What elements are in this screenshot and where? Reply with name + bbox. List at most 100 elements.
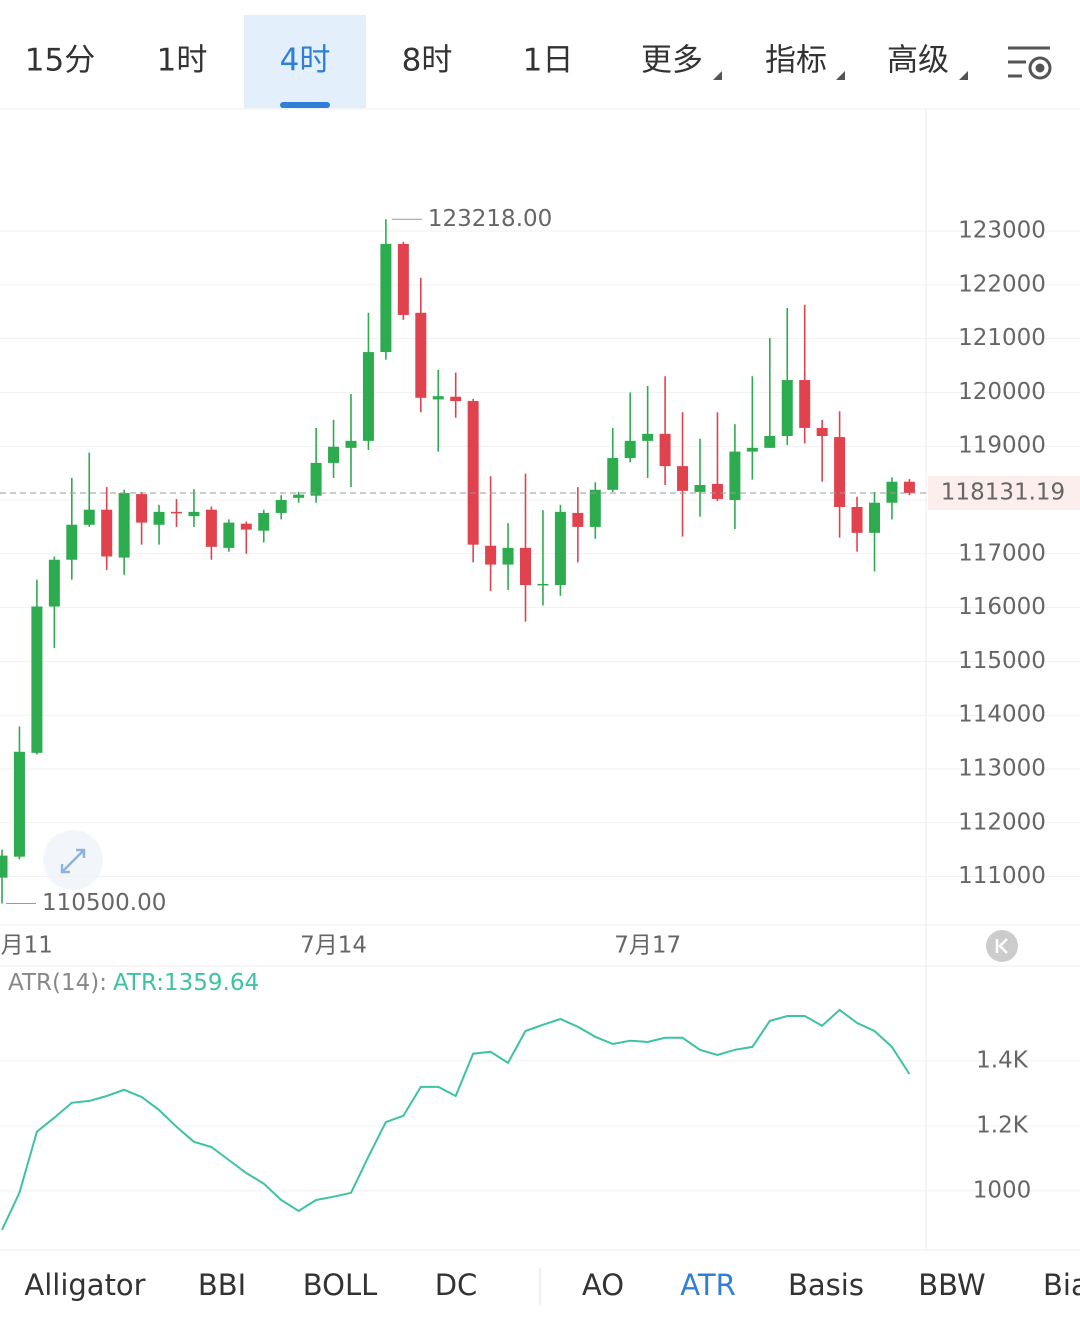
candle-body <box>869 502 880 533</box>
timeframe-tab[interactable]: 4时 <box>280 43 331 79</box>
timeframe-tab[interactable]: 15分 <box>25 43 95 79</box>
candle-body <box>188 511 200 517</box>
indicator-tab[interactable]: BBW <box>918 1268 985 1302</box>
candle-body <box>136 494 148 523</box>
candle-body <box>502 547 514 565</box>
candle-body <box>659 433 671 467</box>
settings-icon[interactable] <box>1008 46 1052 80</box>
candle-body <box>677 466 689 491</box>
timeframe-tab[interactable]: 高级 <box>887 43 949 79</box>
candle-body <box>467 401 479 545</box>
x-tick-label: 7月11 <box>0 933 53 959</box>
last-price-label: 118131.19 <box>941 479 1065 505</box>
timeframe-tab[interactable]: 指标 <box>765 43 827 79</box>
candle-body <box>834 437 846 508</box>
indicator-tab[interactable]: Alligator <box>24 1268 145 1302</box>
candle-body <box>258 512 270 531</box>
candle-body <box>729 451 741 501</box>
indicator-tab[interactable]: AO <box>582 1268 624 1302</box>
y-tick-label: 117000 <box>958 540 1046 566</box>
indicator-tab[interactable]: Basis <box>788 1268 864 1302</box>
indicator-tab[interactable]: BOLL <box>303 1268 378 1302</box>
candle-body <box>572 512 584 527</box>
candle-body <box>886 481 898 503</box>
y-tick-label: 113000 <box>958 755 1046 781</box>
candle-body <box>328 446 340 463</box>
candle-body <box>624 440 636 459</box>
y-tick-label: 120000 <box>958 379 1046 405</box>
candle-body <box>171 511 182 514</box>
candle-body <box>101 509 113 557</box>
candle-body <box>293 494 305 498</box>
candle-body <box>118 493 130 558</box>
y-tick-label: 122000 <box>958 271 1046 297</box>
last-price-box <box>928 475 1080 510</box>
candle-body <box>851 507 863 533</box>
indicator-legend: ATR(14): ATR:1359.64 <box>8 970 259 996</box>
legend-title: ATR(14): <box>8 970 107 996</box>
y-tick-label: 116000 <box>958 594 1046 620</box>
legend-value: ATR:1359.64 <box>113 970 259 996</box>
candle-body <box>380 243 392 353</box>
candle-body <box>31 606 43 753</box>
y-tick-label: 1000 <box>973 1177 1032 1203</box>
candle-body <box>799 380 811 428</box>
indicator-tab[interactable]: ATR <box>680 1268 735 1302</box>
candles <box>0 219 915 904</box>
dropdown-marks <box>713 71 968 80</box>
candle-body <box>642 433 654 441</box>
candle-body <box>48 559 60 607</box>
candle-body <box>66 524 78 560</box>
candle-body <box>0 855 8 878</box>
candle-body <box>83 509 95 525</box>
candle-body <box>903 481 915 493</box>
candle-body <box>205 509 217 547</box>
x-tick-label: 7月17 <box>614 933 681 959</box>
low-label: 110500.00 <box>42 890 166 916</box>
candle-body <box>415 312 427 398</box>
high-label: 123218.00 <box>428 206 552 232</box>
candle-body <box>554 511 566 586</box>
candle-body <box>223 522 235 548</box>
back-to-latest[interactable] <box>986 930 1018 962</box>
candle-body <box>694 484 706 492</box>
y-tick-label: 114000 <box>958 702 1046 728</box>
candle-body <box>275 500 287 513</box>
candle-body <box>485 545 497 565</box>
candle-body <box>362 352 374 441</box>
y-tick-label: 112000 <box>958 809 1046 835</box>
candle-body <box>746 447 758 452</box>
timeframe-tab[interactable]: 更多 <box>641 43 703 79</box>
x-tick-label: 7月14 <box>300 933 367 959</box>
candle-body <box>607 458 619 490</box>
timeframe-tab[interactable]: 1日 <box>523 43 574 79</box>
candle-body <box>711 483 723 499</box>
y-tick-label: 111000 <box>958 863 1046 889</box>
y-tick-label: 119000 <box>958 433 1046 459</box>
candle-body <box>781 380 793 436</box>
indicator-tab[interactable]: BBI <box>198 1268 246 1302</box>
candle-body <box>13 751 25 857</box>
indicator-tab[interactable]: Bias <box>1043 1268 1080 1302</box>
candle-body <box>589 489 601 527</box>
candle-body <box>153 511 165 525</box>
candle-body <box>537 583 549 586</box>
timeframe-tab[interactable]: 8时 <box>402 43 453 79</box>
atr-line <box>1 1008 911 1231</box>
candle-body <box>240 523 252 530</box>
active-tab-underline <box>280 102 330 108</box>
y-tick-label: 123000 <box>958 218 1046 244</box>
candle-body <box>432 396 444 400</box>
candle-body <box>397 243 409 315</box>
y-tick-label: 121000 <box>958 325 1046 351</box>
timeframe-tab[interactable]: 1时 <box>157 43 208 79</box>
active-tab-bg <box>244 15 366 108</box>
candle-body <box>764 436 776 448</box>
candle-body <box>310 462 322 496</box>
candle-body <box>520 547 531 586</box>
candle-body <box>450 396 462 402</box>
y-tick-label: 1.4K <box>976 1047 1029 1073</box>
expand-icon[interactable] <box>43 830 103 890</box>
indicator-tab[interactable]: DC <box>435 1268 478 1302</box>
